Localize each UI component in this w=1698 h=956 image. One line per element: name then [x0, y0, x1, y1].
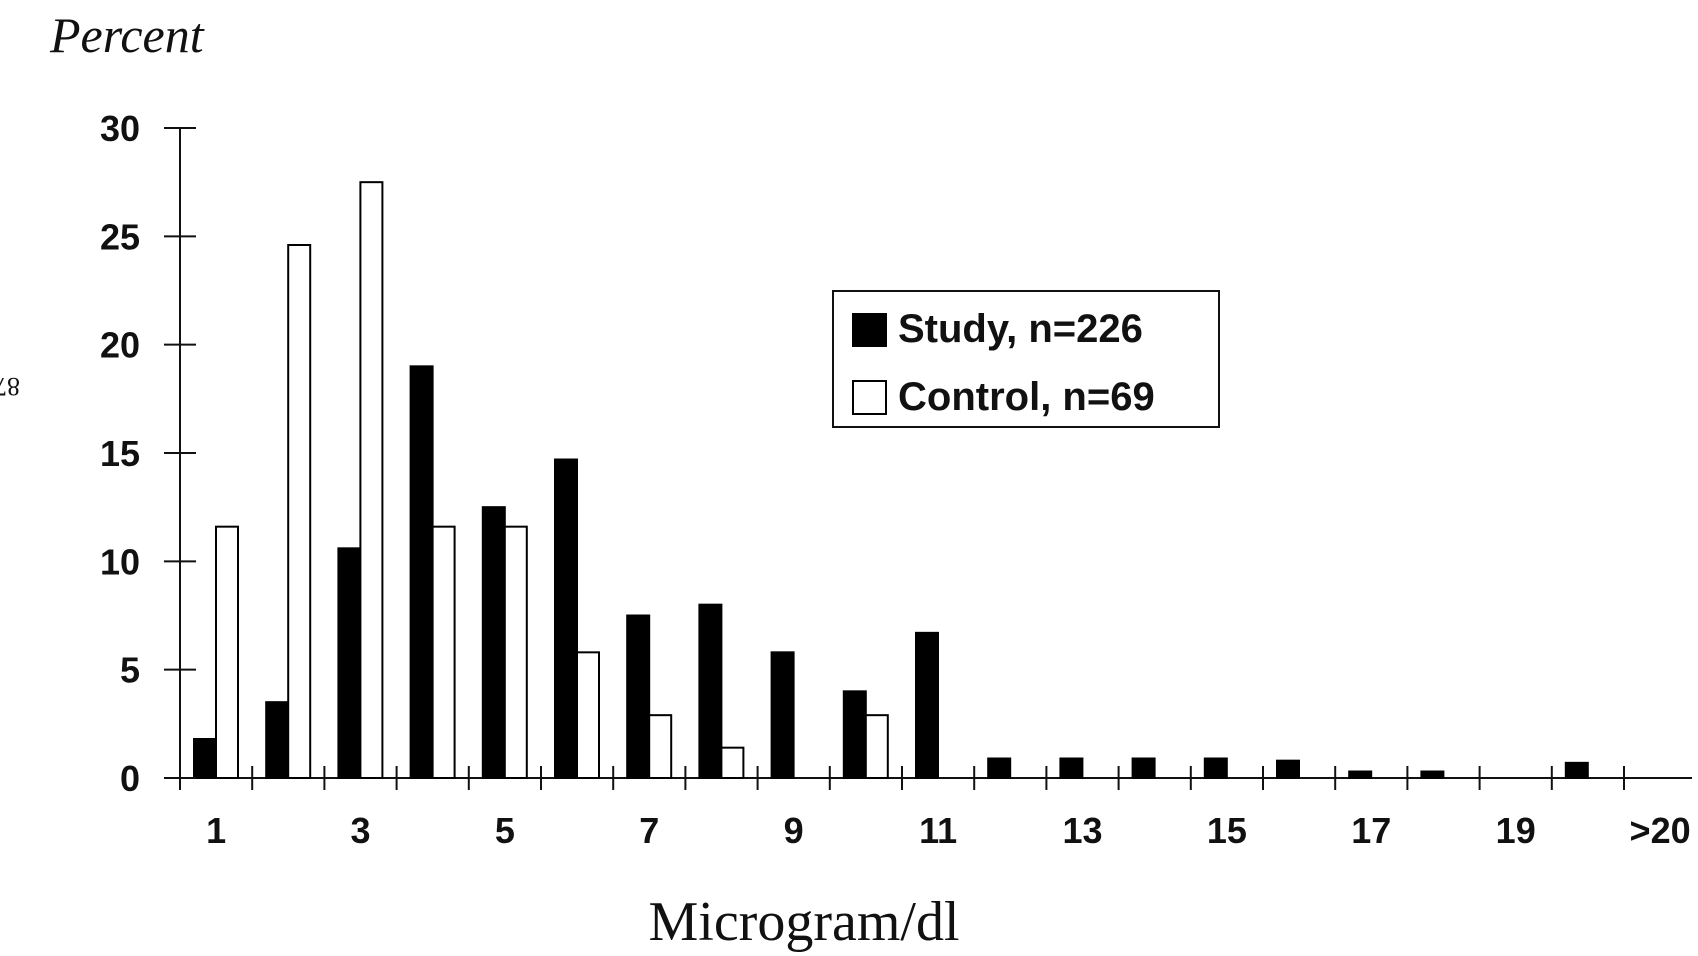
bar-study [1276, 759, 1300, 780]
bar-control [864, 714, 889, 780]
bar-control [576, 651, 600, 779]
x-tick-label: 15 [1207, 810, 1247, 851]
bar-study [409, 365, 434, 779]
bars [193, 181, 1589, 780]
bar-study [698, 603, 723, 780]
bar-control [503, 525, 528, 780]
x-tick-label: 5 [495, 810, 515, 851]
bar-study [626, 614, 651, 779]
x-tick-label: 9 [784, 810, 804, 851]
legend: Study, n=226 Control, n=69 [832, 290, 1220, 428]
x-tick-label: 11 [919, 810, 957, 851]
legend-box [832, 290, 1220, 428]
bar-control [431, 525, 456, 780]
bar-study [337, 547, 362, 779]
bar-study [1420, 770, 1445, 779]
x-tick-label: 19 [1496, 810, 1536, 851]
y-axis-title: Percent [49, 7, 205, 63]
bar-control [287, 244, 312, 779]
bar-study [265, 701, 290, 780]
legend-swatch-study [852, 313, 887, 347]
bar-study [915, 631, 939, 779]
bar-study [1059, 757, 1084, 779]
y-tick-label: 20 [100, 325, 140, 366]
bar-study [193, 738, 217, 779]
bar-control [648, 714, 673, 780]
y-tick-label: 10 [100, 541, 140, 582]
y-tick-label: 0 [120, 758, 140, 799]
page-number: 87 [0, 372, 20, 401]
bar-study [1131, 757, 1156, 779]
bar-study [481, 506, 506, 779]
legend-label-study: Study, n=226 [898, 307, 1143, 351]
legend-label-control: Control, n=69 [898, 375, 1155, 419]
bar-control [720, 746, 745, 780]
bar-study [1564, 761, 1589, 779]
x-tick-label: 3 [350, 810, 370, 851]
y-tick-label: 25 [100, 216, 140, 257]
bar-control [359, 181, 384, 779]
x-tick-label: 13 [1062, 810, 1102, 851]
x-tick-label: 17 [1351, 810, 1391, 851]
x-tick-label: 1 [206, 810, 226, 851]
bar-study [1348, 770, 1373, 779]
x-tick-label: >20 [1630, 810, 1691, 851]
bar-study [842, 690, 867, 779]
bar-study [554, 458, 578, 779]
bar-study [770, 651, 795, 779]
x-axis-title: Microgram/dl [648, 891, 959, 953]
y-tick-label: 5 [120, 650, 140, 691]
y-tick-label: 15 [100, 433, 140, 474]
bar-control [215, 525, 239, 780]
x-tick-label: 7 [639, 810, 659, 851]
y-tick-label: 30 [100, 108, 140, 149]
legend-swatch-control [852, 380, 887, 415]
bar-study [987, 757, 1012, 779]
bar-study [1203, 757, 1228, 779]
